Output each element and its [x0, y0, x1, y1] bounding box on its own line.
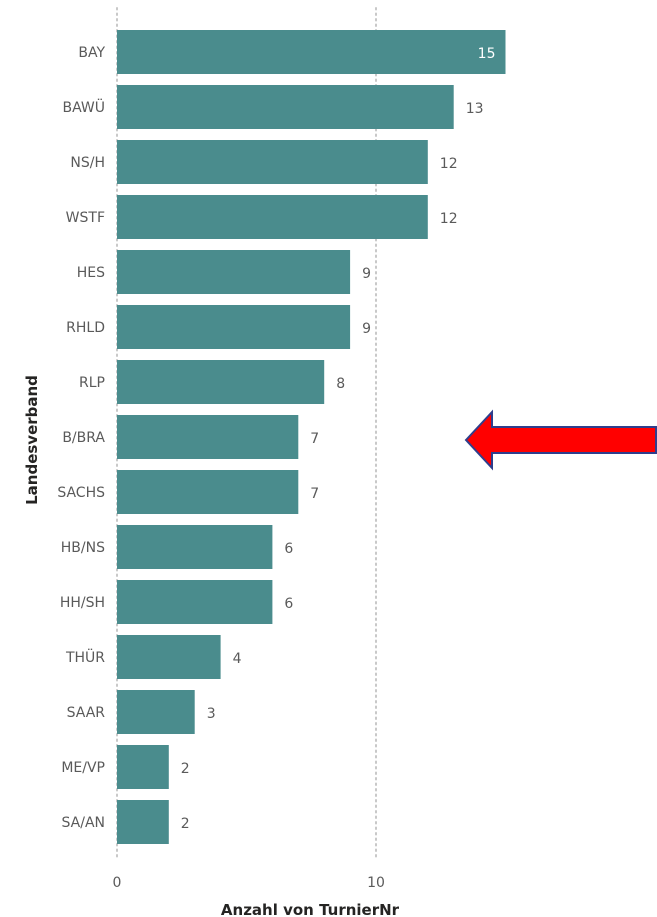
data-label: 7	[310, 486, 319, 502]
data-label: 2	[181, 816, 190, 832]
data-label: 12	[440, 156, 458, 172]
bar	[117, 305, 351, 349]
bar	[117, 30, 506, 74]
category-label: SA/AN	[62, 815, 106, 831]
bar	[117, 800, 169, 844]
data-label: 7	[310, 431, 319, 447]
bar	[117, 580, 273, 624]
category-label: B/BRA	[62, 430, 105, 446]
data-label: 15	[478, 46, 496, 62]
data-label: 12	[440, 211, 458, 227]
bar	[117, 415, 299, 459]
data-label: 6	[284, 541, 293, 557]
y-axis-title: Landesverband	[23, 375, 41, 505]
category-label: THÜR	[65, 648, 105, 666]
data-label: 8	[336, 376, 345, 392]
data-label: 6	[284, 596, 293, 612]
category-label: RLP	[79, 375, 105, 391]
bar	[117, 195, 428, 239]
data-label: 3	[207, 706, 216, 722]
bar	[117, 140, 428, 184]
bar	[117, 525, 273, 569]
data-label: 9	[362, 321, 371, 337]
data-label: 9	[362, 266, 371, 282]
category-label: RHLD	[66, 320, 105, 336]
bar	[117, 690, 195, 734]
category-label: NS/H	[70, 155, 105, 171]
category-label: SAAR	[67, 705, 106, 721]
category-labels: BAY BAWÜ NS/H WSTF HES RHLD RLP B/BRA SACHS HB/NS…	[57, 45, 105, 831]
data-label: 4	[233, 651, 242, 667]
bar	[117, 745, 169, 789]
bar	[117, 250, 351, 294]
category-label: WSTF	[66, 210, 105, 226]
category-label: BAWÜ	[62, 98, 105, 116]
bar	[117, 360, 325, 404]
x-axis-title: Anzahl von TurnierNr	[221, 901, 400, 917]
value-labels: 15 13 12 12 9 9 8 7 7 6 6 4 3 2 2	[181, 46, 496, 832]
bars	[117, 30, 506, 844]
bar	[117, 470, 299, 514]
bar	[117, 85, 454, 129]
category-label: BAY	[78, 45, 105, 61]
category-label: ME/VP	[61, 760, 105, 776]
red-arrow-annotation	[464, 409, 657, 471]
category-label: HES	[77, 265, 105, 281]
x-tick-labels: 0 10	[113, 875, 385, 891]
x-tick-label: 0	[113, 875, 122, 891]
data-label: 2	[181, 761, 190, 777]
category-label: HB/NS	[61, 540, 105, 556]
bar	[117, 635, 221, 679]
category-label: HH/SH	[60, 595, 105, 611]
category-label: SACHS	[57, 485, 105, 501]
x-tick-label: 10	[367, 875, 385, 891]
data-label: 13	[466, 101, 484, 117]
